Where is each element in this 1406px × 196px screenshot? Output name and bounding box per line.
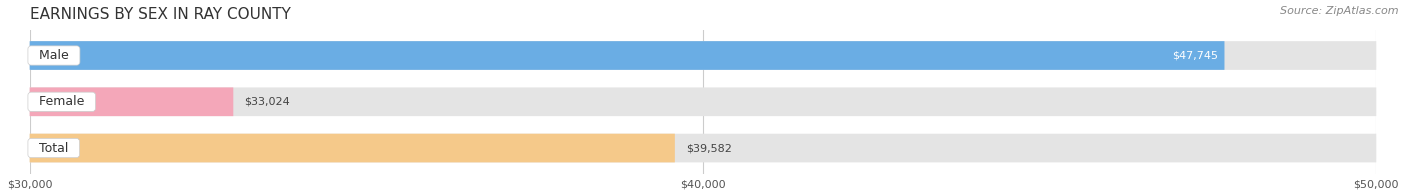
Text: $47,745: $47,745 bbox=[1171, 51, 1218, 61]
FancyBboxPatch shape bbox=[30, 134, 1376, 162]
FancyBboxPatch shape bbox=[30, 41, 1376, 70]
Text: Source: ZipAtlas.com: Source: ZipAtlas.com bbox=[1281, 6, 1399, 16]
Text: Total: Total bbox=[31, 142, 76, 155]
Text: $39,582: $39,582 bbox=[686, 143, 731, 153]
FancyBboxPatch shape bbox=[30, 87, 233, 116]
FancyBboxPatch shape bbox=[30, 87, 1376, 116]
Text: Female: Female bbox=[31, 95, 93, 108]
FancyBboxPatch shape bbox=[30, 134, 675, 162]
Text: EARNINGS BY SEX IN RAY COUNTY: EARNINGS BY SEX IN RAY COUNTY bbox=[30, 7, 291, 22]
Text: Male: Male bbox=[31, 49, 77, 62]
FancyBboxPatch shape bbox=[30, 41, 1225, 70]
Text: $33,024: $33,024 bbox=[245, 97, 290, 107]
